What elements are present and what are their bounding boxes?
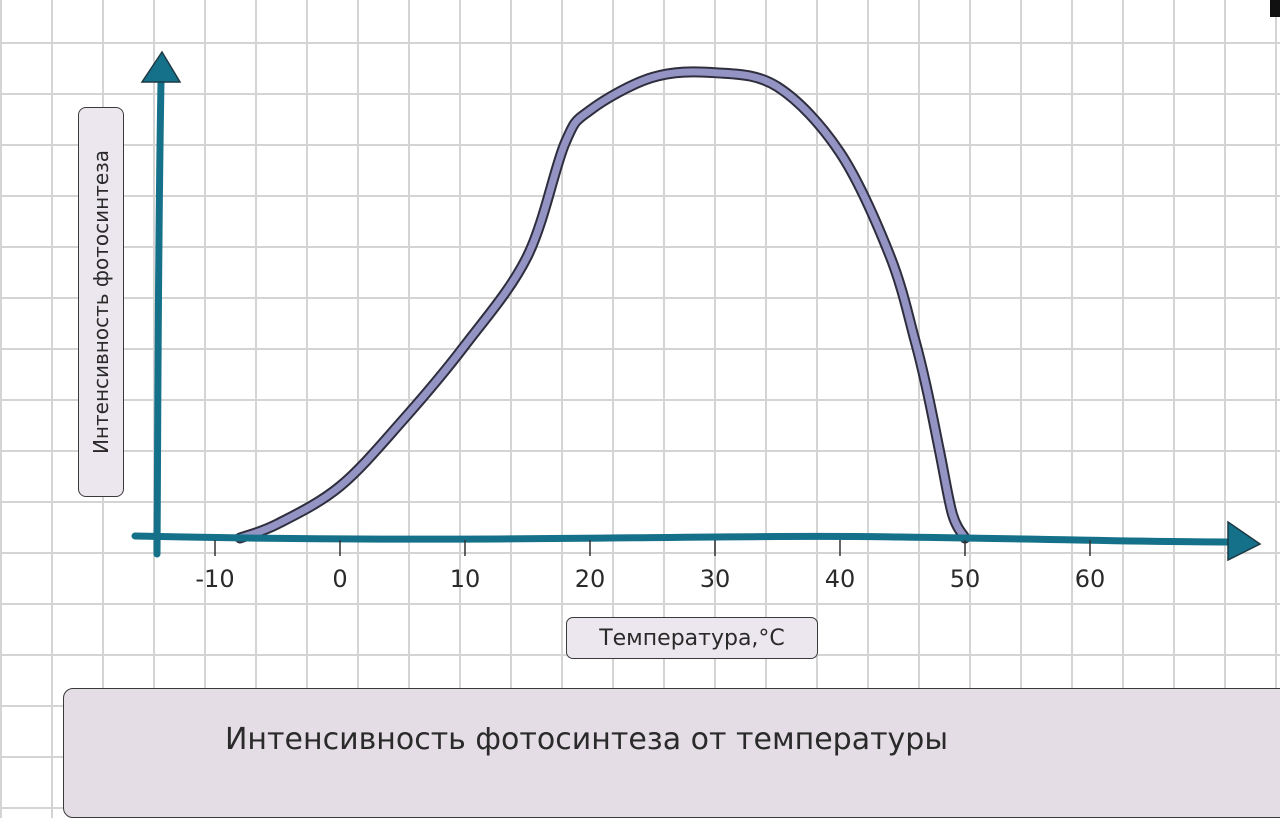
x-axis-label: Температура,°C	[599, 625, 785, 651]
curve-layer	[234, 66, 971, 544]
y-axis-arrowhead	[140, 50, 182, 83]
chart	[131, 50, 1262, 562]
y-axis-label-box	[78, 107, 124, 497]
series-line-outline	[234, 66, 971, 544]
x-tick-label: 20	[574, 565, 606, 593]
x-axis-arrowhead	[1227, 520, 1262, 562]
x-tick-label: 40	[824, 565, 856, 593]
x-tick-label: 0	[332, 565, 348, 593]
x-tick-label: 10	[449, 565, 481, 593]
y-axis-line	[153, 78, 165, 558]
chart-title: Интенсивность фотосинтеза от температуры	[224, 722, 949, 757]
series-line	[236, 68, 969, 542]
x-tick-label: -10	[195, 565, 235, 593]
axis-layer	[131, 50, 1262, 562]
x-tick-label: 50	[949, 565, 981, 593]
x-axis-label-box: Температура,°C	[566, 617, 818, 659]
x-tick-label: 60	[1074, 565, 1106, 593]
corner-mark	[1270, 0, 1280, 17]
x-tick-label: 30	[699, 565, 731, 593]
x-axis-line	[131, 532, 1236, 546]
